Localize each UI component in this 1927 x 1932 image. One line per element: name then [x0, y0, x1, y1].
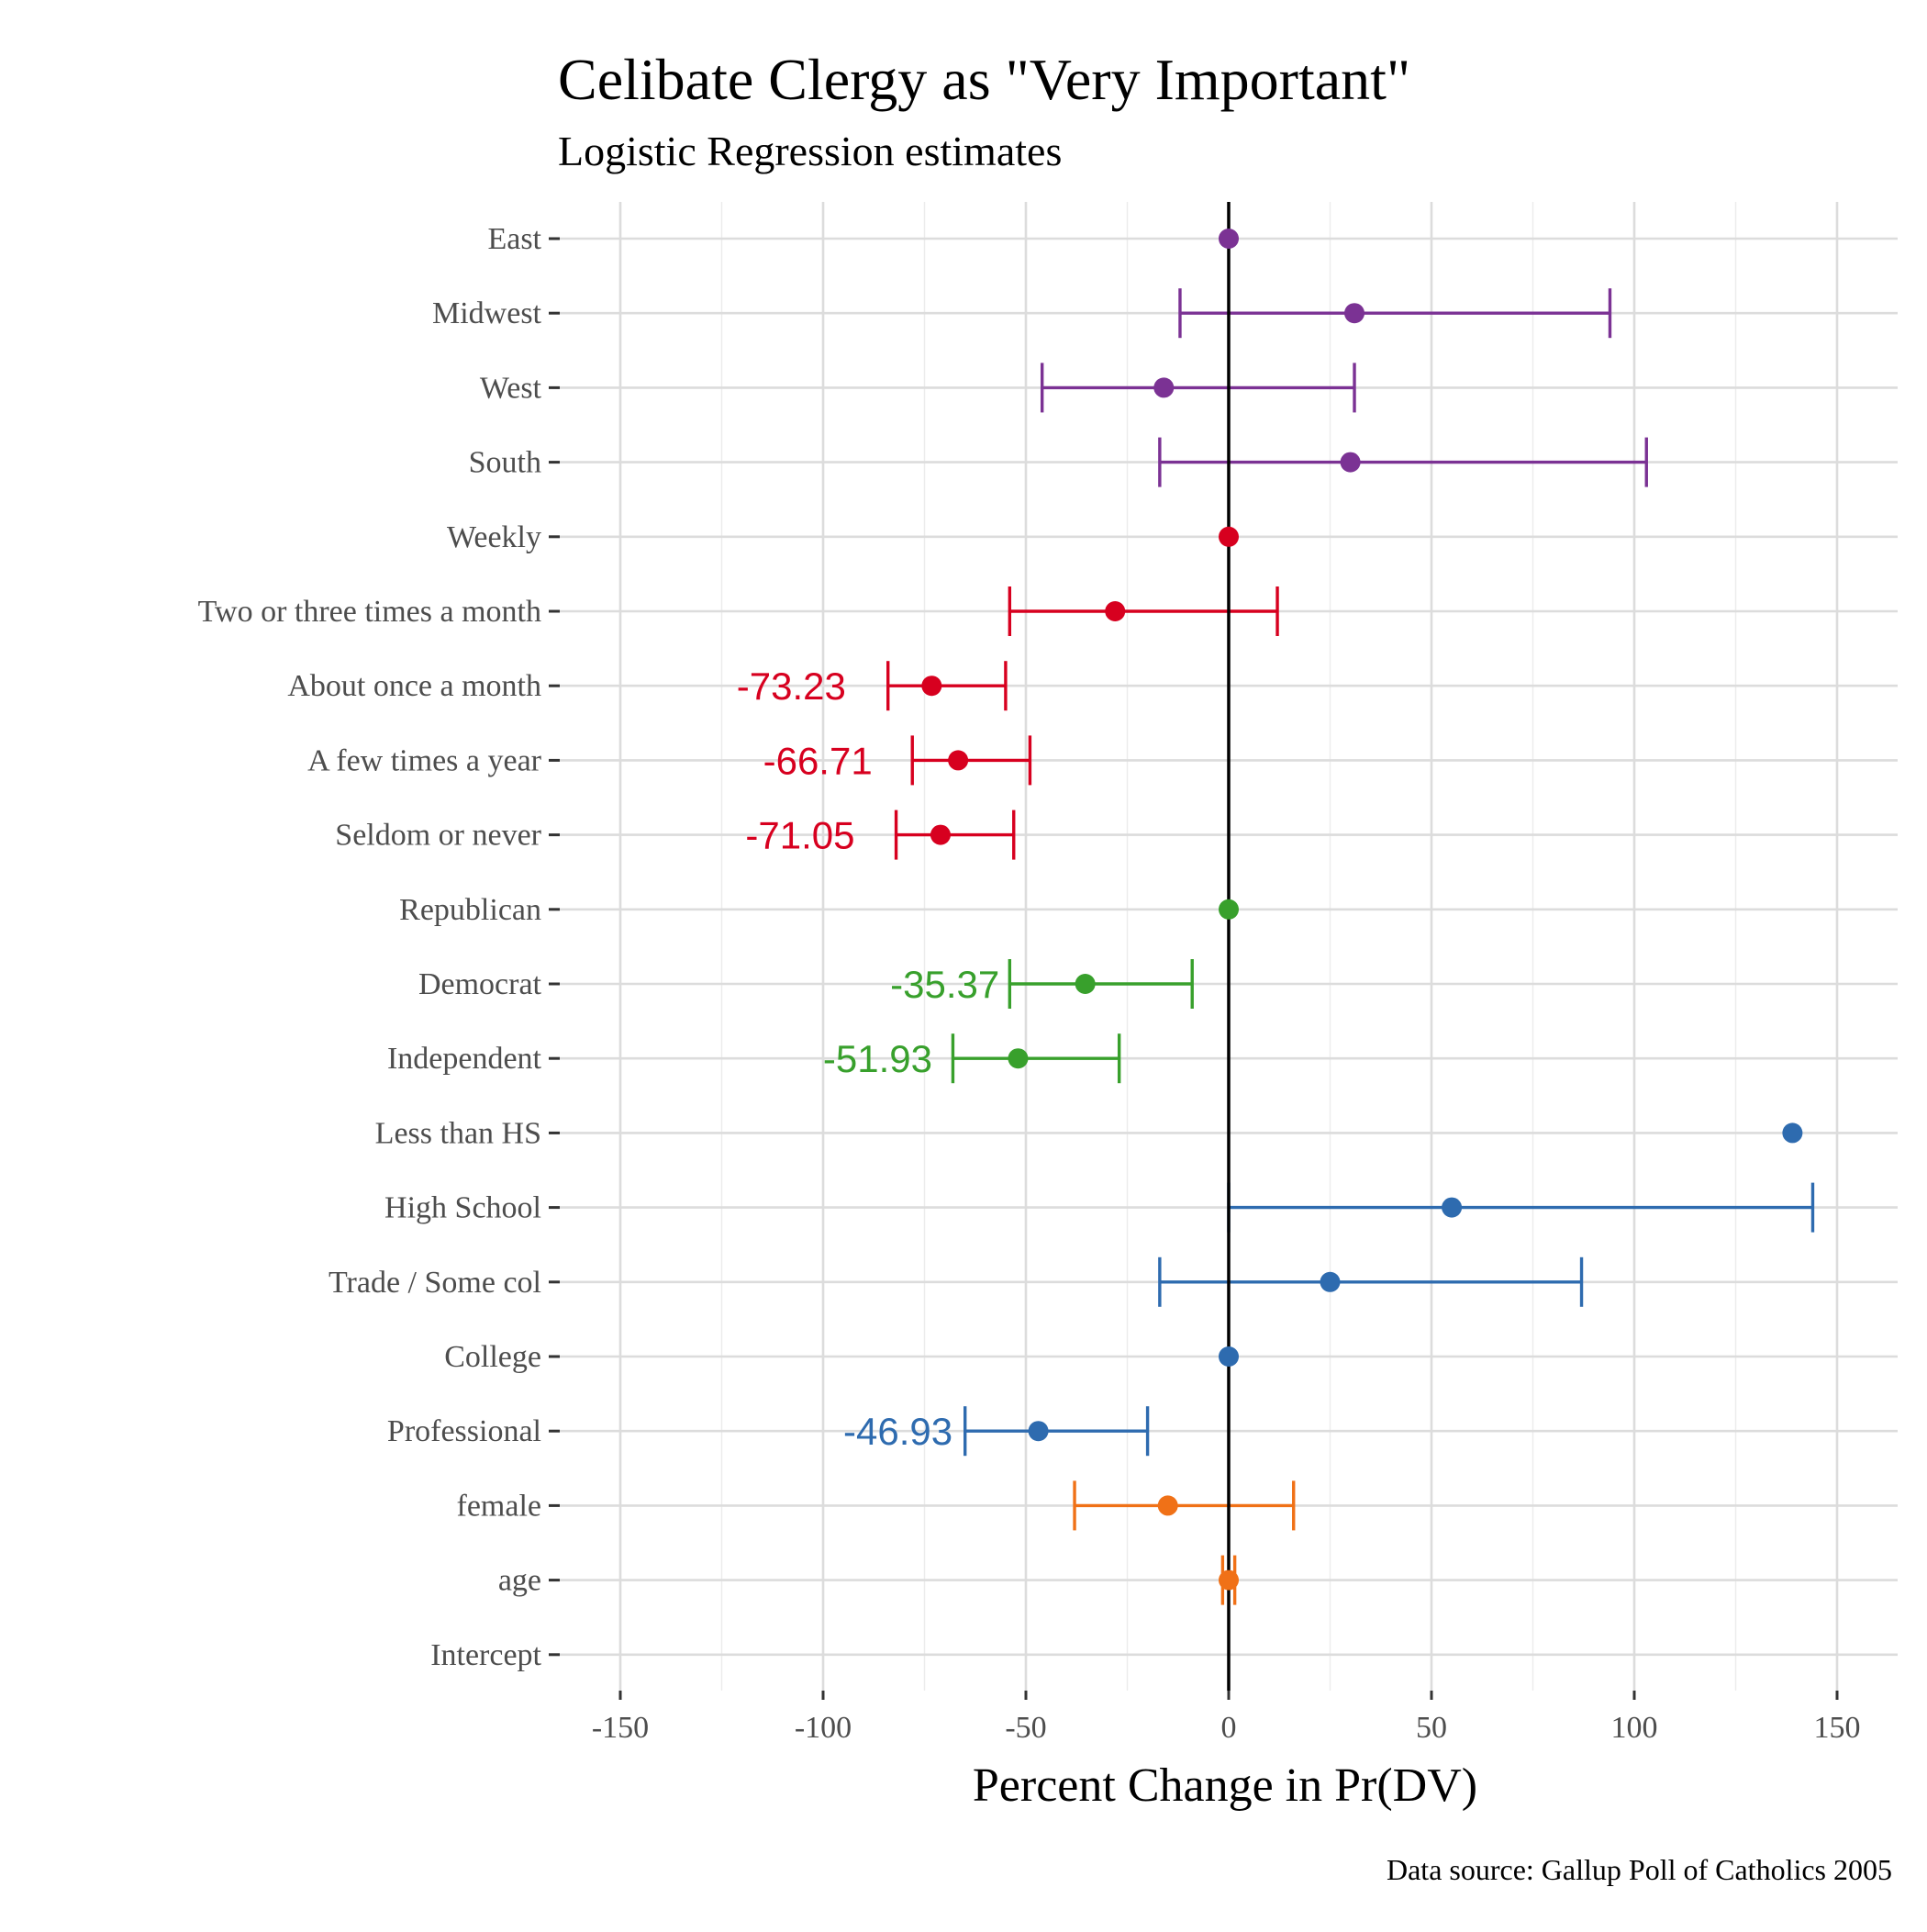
estimate-point	[1105, 601, 1126, 621]
y-axis-ticks: East Midwest West South Weekly Two or three t…	[198, 222, 560, 1672]
y-tick-label: age	[498, 1564, 541, 1598]
estimate-point	[1028, 1421, 1049, 1442]
estimate-point	[1340, 452, 1361, 473]
estimate-point	[930, 824, 951, 845]
y-tick-label: High School	[384, 1191, 541, 1225]
y-tick-label: Trade / Some col	[329, 1266, 541, 1300]
x-tick-label: -150	[592, 1711, 649, 1745]
estimate-point	[1157, 1495, 1178, 1516]
estimate-point	[1219, 526, 1239, 547]
y-tick-label: Seldom or never	[335, 819, 541, 853]
y-tick-label: Intercept	[430, 1638, 541, 1672]
estimate-point	[948, 750, 969, 771]
y-tick-label: College	[444, 1340, 541, 1374]
y-tick-label: South	[469, 446, 541, 480]
y-tick-label: West	[480, 371, 542, 405]
x-axis-ticks: -150 -100 -50 0 50 100 150	[592, 1691, 1861, 1745]
grid-layer	[552, 202, 1898, 1691]
estimate-point	[1075, 974, 1096, 994]
estimate-point	[1008, 1048, 1029, 1069]
y-tick-label: About once a month	[287, 669, 541, 703]
estimate-point	[1153, 377, 1175, 398]
y-tick-label: Weekly	[447, 520, 541, 554]
x-tick-label: 150	[1814, 1711, 1861, 1745]
estimate-point	[1219, 229, 1239, 249]
estimate-value-label: -35.37	[890, 963, 999, 1006]
estimate-point	[1219, 1346, 1239, 1367]
estimate-value-label: -71.05	[745, 814, 854, 857]
chart-caption: Data source: Gallup Poll of Catholics 20…	[1387, 1853, 1892, 1886]
estimate-value-label: -51.93	[823, 1037, 932, 1080]
x-tick-label: -50	[1005, 1711, 1046, 1745]
estimate-point	[1344, 303, 1365, 324]
point-layer	[921, 229, 1803, 1591]
estimate-point	[1442, 1197, 1463, 1218]
y-tick-label: Less than HS	[375, 1116, 541, 1150]
value-label-layer: -73.23 -66.71 -71.05 -35.37 -51.93 -46.93	[737, 664, 999, 1453]
estimate-value-label: -73.23	[737, 664, 846, 708]
estimate-point	[921, 676, 942, 697]
y-tick-label: Independent	[387, 1042, 542, 1076]
y-tick-label: A few times a year	[307, 743, 542, 777]
estimate-value-label: -66.71	[763, 739, 873, 782]
estimate-point	[1219, 899, 1239, 920]
estimate-point	[1782, 1122, 1803, 1144]
x-tick-label: -100	[795, 1711, 852, 1745]
y-tick-label: Professional	[387, 1414, 541, 1448]
estimate-point	[1320, 1271, 1341, 1292]
y-tick-label: Midwest	[432, 296, 542, 330]
x-tick-label: 50	[1416, 1711, 1447, 1745]
chart-title: Celibate Clergy as "Very Important"	[558, 47, 1410, 112]
x-axis-label: Percent Change in Pr(DV)	[973, 1759, 1477, 1812]
x-tick-label: 0	[1221, 1711, 1237, 1745]
estimate-value-label: -46.93	[843, 1410, 952, 1453]
estimate-point	[1219, 1569, 1239, 1591]
y-tick-label: female	[457, 1489, 542, 1523]
y-tick-label: East	[487, 222, 541, 256]
y-tick-label: Two or three times a month	[198, 595, 541, 629]
chart-subtitle: Logistic Regression estimates	[558, 128, 1062, 174]
y-tick-label: Republican	[399, 893, 541, 927]
x-tick-label: 100	[1611, 1711, 1658, 1745]
y-tick-label: Democrat	[418, 967, 542, 1001]
